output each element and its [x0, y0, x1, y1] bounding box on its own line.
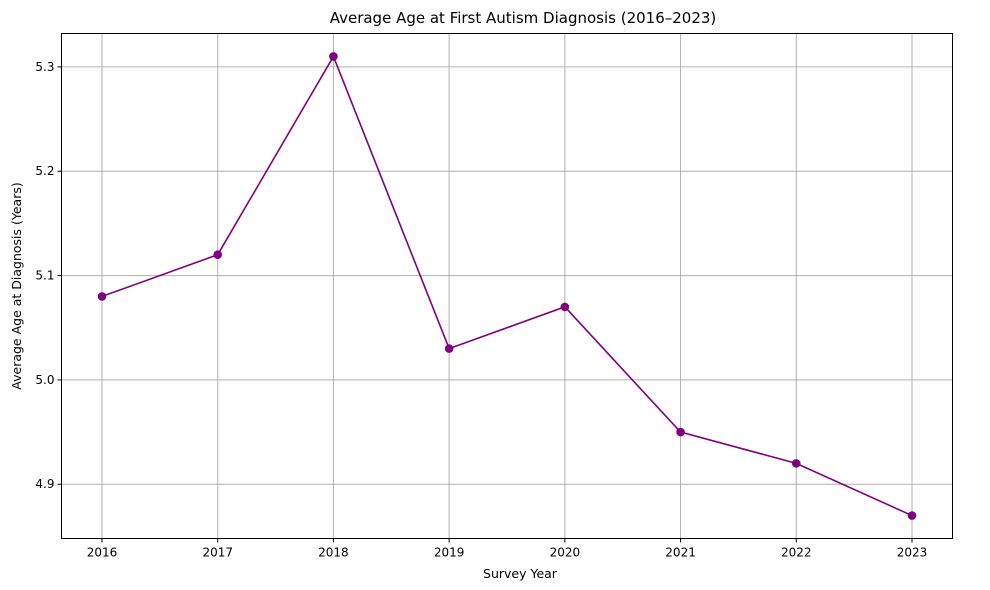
x-tick-label: 2018	[318, 546, 349, 560]
y-tick-label: 5.1	[35, 269, 54, 283]
data-point	[213, 250, 223, 259]
x-tick-label: 2017	[202, 546, 233, 560]
x-tick-label: 2020	[550, 546, 581, 560]
y-axis-label: Average Age at Diagnosis (Years)	[9, 182, 24, 389]
series-layer	[97, 52, 917, 520]
x-tick-label: 2016	[87, 546, 118, 560]
ticks: 2016 2017 2018 2019 2020 2021 2022 2023 4.9 5.0 5.…	[35, 60, 927, 560]
y-tick-label: 5.3	[35, 60, 54, 74]
data-point	[444, 344, 454, 353]
x-axis-label: Survey Year	[483, 566, 558, 581]
data-point	[676, 427, 685, 437]
data-point	[329, 52, 338, 61]
series-line	[101, 54, 913, 517]
chart-title: Average Age at First Autism Diagnosis (2…	[330, 9, 717, 27]
data-point	[907, 511, 917, 520]
data-point	[791, 459, 801, 468]
x-tick-label: 2019	[434, 546, 465, 560]
grid	[61, 33, 953, 539]
y-tick-label: 5.0	[35, 373, 54, 387]
y-tick-label: 5.2	[35, 164, 54, 178]
x-tick-label: 2022	[781, 546, 812, 560]
y-tick-label: 4.9	[35, 477, 54, 491]
x-tick-label: 2023	[897, 546, 928, 560]
data-point	[97, 292, 107, 301]
x-tick-label: 2021	[665, 546, 696, 560]
data-point	[560, 302, 570, 312]
plot-frame	[61, 33, 953, 539]
